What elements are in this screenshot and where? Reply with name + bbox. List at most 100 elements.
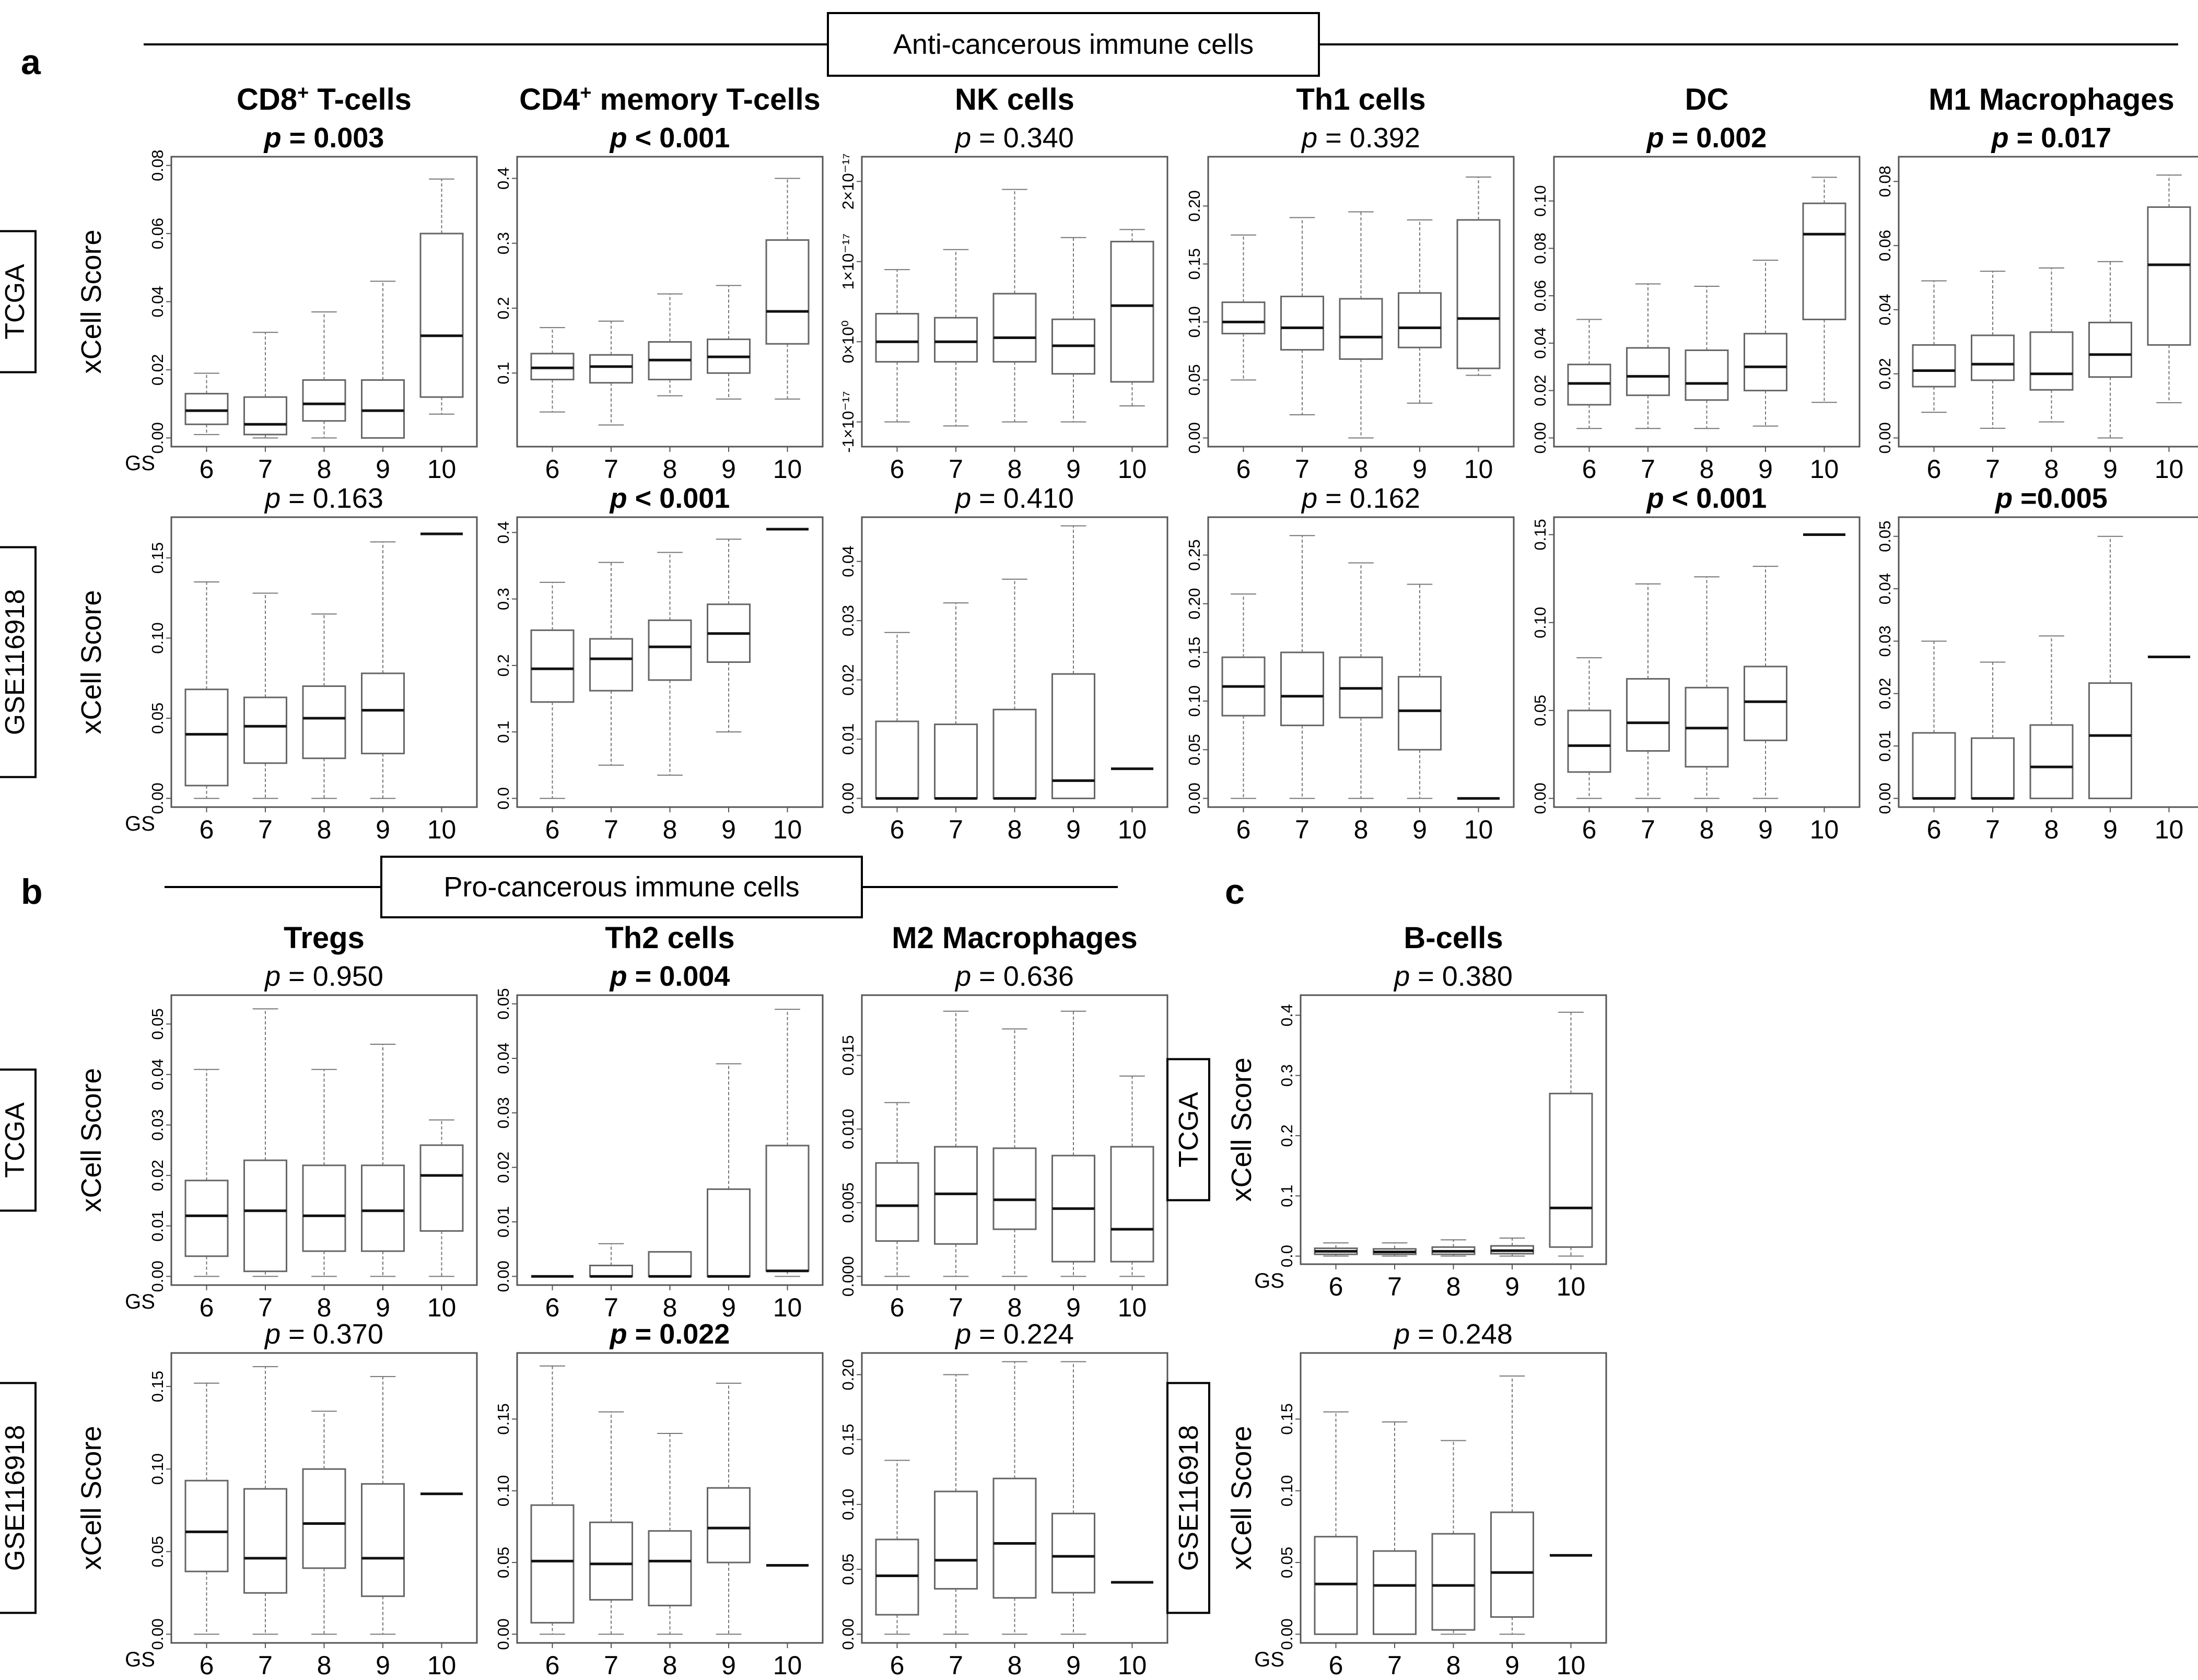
box-gs-10 [419,178,464,415]
box-iqr [361,1164,405,1252]
chart-panel: Tregs p = 0.950 0.00 0.01 0.02 0.03 0.04 0.05 6 7… [0,921,478,1322]
box-iqr [648,1530,692,1606]
x-tick-label: 8 [2044,454,2059,484]
x-tick-label: 7 [949,1651,963,1680]
p-value-label: p = 0.392 [1301,122,1420,154]
box-iqr [1398,675,1442,751]
y-tick-label: 0.15 [148,542,167,574]
box-iqr [302,379,346,422]
box-gs-8 [1685,286,1729,429]
box-iqr [419,232,464,398]
box-iqr [2029,331,2074,391]
x-tick-label: 7 [1295,815,1310,844]
box-gs-8 [302,613,346,799]
box-gs-7 [934,249,978,427]
box-gs-9 [1744,260,1787,427]
y-tick-label: 0.02 [148,354,167,386]
y-tick-label: 0.20 [1185,588,1203,620]
box-gs-6 [1221,234,1266,381]
box-iqr [1373,1550,1417,1635]
p-value-label: p = 0.248 [1393,1319,1513,1350]
dataset-label: GSE116918 [1174,1425,1204,1571]
x-tick-label: 8 [1008,1293,1022,1322]
box-iqr [1110,1146,1154,1263]
panel-title: B-cells [1404,921,1503,955]
box-gs-6 [530,581,575,799]
y-tick-label: 0.04 [494,1043,512,1074]
x-tick-label: 8 [1008,1651,1022,1680]
box-gs-8 [992,189,1037,423]
y-tick-label: 0.04 [839,546,857,577]
x-tick-label: 9 [721,815,736,844]
y-tick-label: 0.0 [1278,1245,1296,1267]
gs-axis-label: GS [125,452,155,475]
x-tick-label: 6 [545,1293,560,1322]
header-pro-cancerous: Pro-cancerous immune cells [443,871,799,903]
box-gs-8 [302,1069,346,1277]
box-gs-8 [2029,635,2074,799]
box-gs-7 [1373,1242,1417,1257]
x-tick-label: 8 [663,1651,677,1680]
box-gs-10 [1549,1011,1593,1257]
y-tick-label: 0.000 [839,1256,857,1297]
y-tick-label: 0.00 [148,1618,167,1650]
box-iqr [1314,1536,1358,1635]
gs-axis-label: GS [1254,1269,1284,1292]
y-tick-label: 0.01 [1876,730,1894,762]
box-gs-9 [1490,1237,1534,1257]
x-tick-label: 9 [721,1651,736,1680]
p-value-label: p = 0.950 [264,961,383,992]
x-tick-label: 7 [604,815,618,844]
panel-title: NK cells [955,83,1074,116]
y-tick-label: 0.03 [494,1097,512,1128]
header-box-b [380,856,863,918]
x-tick-label: 6 [1927,454,1942,484]
box-gs-6 [1567,657,1611,799]
y-tick-label: 0.05 [148,1008,167,1040]
box-gs-8 [1339,211,1383,439]
panel-title: Th2 cells [605,921,734,955]
y-tick-label: 0.08 [1876,166,1894,197]
box-gs-9 [1490,1375,1534,1635]
p-value-label: p = 0.003 [263,122,384,154]
box-gs-7 [1373,1421,1417,1635]
gs-axis-label: GS [125,1290,155,1313]
y-tick-label: 0.3 [494,232,512,254]
box-iqr [875,313,919,363]
x-tick-label: 10 [1118,815,1147,844]
x-tick-label: 8 [1008,454,1022,484]
y-tick-label: 0.04 [148,1059,167,1090]
box-iqr [243,396,287,436]
x-tick-label: 6 [1329,1651,1343,1680]
box-iqr [765,239,810,345]
y-tick-label: 0.010 [839,1109,857,1150]
box-iqr [184,1180,229,1257]
y-tick-label: 1×10⁻¹⁷ [839,234,857,290]
box-gs-7 [589,320,633,426]
y-tick-label: 0.20 [839,1359,857,1390]
panel-title: M1 Macrophages [1928,83,2174,116]
box-iqr [648,1251,692,1277]
box-gs-9 [1398,219,1442,404]
x-tick-label: 9 [376,1651,390,1680]
x-tick-label: 8 [663,815,677,844]
x-tick-label: 10 [1464,815,1493,844]
x-tick-label: 8 [663,1293,677,1322]
y-tick-label: 0.02 [839,664,857,695]
box-iqr [1626,347,1670,396]
y-tick-label: 0.15 [148,1371,167,1402]
box-iqr [361,379,405,439]
box-iqr [243,696,287,764]
y-tick-label: 0.00 [839,783,857,814]
y-tick-label: 0.15 [1185,637,1203,668]
box-gs-6 [1314,1242,1358,1257]
x-tick-label: 10 [1810,815,1839,844]
box-iqr [1912,732,1956,799]
box-iqr [992,708,1037,799]
x-tick-label: 9 [1066,454,1081,484]
dataset-label: GSE116918 [0,589,30,735]
box-gs-10 [419,1119,464,1277]
chart-panel: p < 0.001 0.0 0.1 0.2 0.3 0.4 6 7 8 9 10 [494,483,824,844]
box-gs-7 [1626,583,1670,799]
x-tick-label: 6 [890,1651,905,1680]
